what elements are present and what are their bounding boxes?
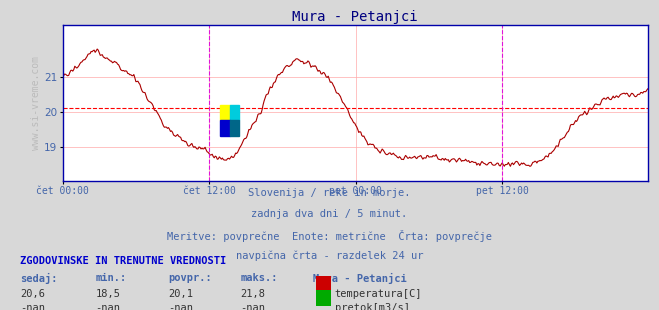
Text: 20,6: 20,6 (20, 289, 45, 299)
Text: Slovenija / reke in morje.: Slovenija / reke in morje. (248, 188, 411, 197)
Text: povpr.:: povpr.: (168, 273, 212, 283)
Bar (229, 105, 239, 121)
Text: temperatura[C]: temperatura[C] (335, 289, 422, 299)
Text: sedaj:: sedaj: (20, 273, 57, 285)
Text: maks.:: maks.: (241, 273, 278, 283)
Text: zadnja dva dni / 5 minut.: zadnja dva dni / 5 minut. (251, 209, 408, 219)
Bar (229, 121, 239, 136)
Bar (220, 121, 229, 136)
Text: pretok[m3/s]: pretok[m3/s] (335, 303, 410, 310)
Text: 20,1: 20,1 (168, 289, 193, 299)
Text: 21,8: 21,8 (241, 289, 266, 299)
Text: Meritve: povprečne  Enote: metrične  Črta: povprečje: Meritve: povprečne Enote: metrične Črta:… (167, 230, 492, 242)
Title: Mura - Petanjci: Mura - Petanjci (293, 10, 418, 24)
Text: -nan: -nan (241, 303, 266, 310)
Text: -nan: -nan (20, 303, 45, 310)
Text: -nan: -nan (168, 303, 193, 310)
Y-axis label: www.si-vreme.com: www.si-vreme.com (31, 56, 41, 150)
Text: min.:: min.: (96, 273, 127, 283)
Text: -nan: -nan (96, 303, 121, 310)
Text: ZGODOVINSKE IN TRENUTNE VREDNOSTI: ZGODOVINSKE IN TRENUTNE VREDNOSTI (20, 256, 226, 266)
Text: 18,5: 18,5 (96, 289, 121, 299)
Bar (220, 105, 229, 121)
Text: navpična črta - razdelek 24 ur: navpična črta - razdelek 24 ur (236, 251, 423, 261)
Text: Mura - Petanjci: Mura - Petanjci (313, 273, 407, 285)
